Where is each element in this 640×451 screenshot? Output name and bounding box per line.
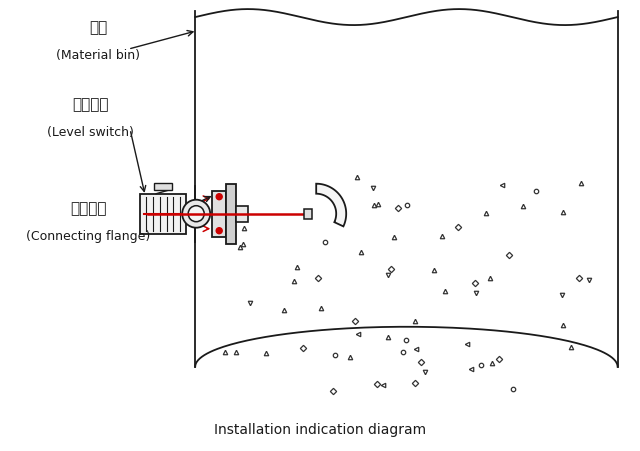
Text: (Material bin): (Material bin) [56,49,140,62]
Circle shape [182,200,210,228]
Bar [154,183,172,190]
Text: 连接法兰: 连接法兰 [70,201,106,216]
Bar [140,194,186,234]
Circle shape [216,228,222,234]
Bar [226,184,236,244]
Bar [236,206,248,222]
Circle shape [188,206,204,222]
Text: Installation indication diagram: Installation indication diagram [214,422,426,436]
Text: 料位开关: 料位开关 [72,97,108,112]
Bar [212,191,226,237]
Bar [304,209,312,219]
Text: (Connecting flange): (Connecting flange) [26,230,150,243]
Text: (Level switch): (Level switch) [47,126,133,139]
Text: 料仓: 料仓 [89,20,107,35]
Polygon shape [316,184,346,227]
Circle shape [216,194,222,200]
